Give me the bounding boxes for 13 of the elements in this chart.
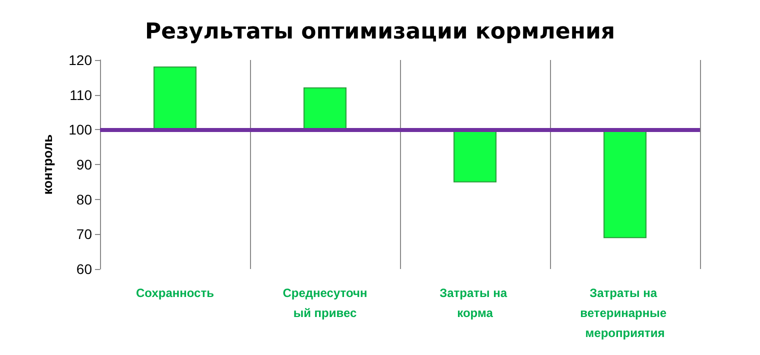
y-tick-label: 80 (76, 191, 92, 208)
y-tick-label: 100 (68, 122, 92, 138)
y-axis-title: контроль (40, 134, 55, 195)
chart-title: Результаты оптимизации кормления (145, 20, 615, 44)
y-tick-label: 120 (68, 52, 92, 68)
y-tick-label: 70 (76, 226, 92, 242)
y-tick-label: 90 (76, 156, 92, 172)
y-tick-label: 60 (76, 261, 92, 277)
y-tick-label: 110 (70, 86, 92, 103)
x-tick-label: Затраты на ветеринарные мероприятия (580, 286, 670, 340)
x-tick-label: Затраты на корма (440, 286, 510, 320)
x-tick-label: Сохранность (136, 286, 214, 300)
x-tick-label: Среднесуточный привес (282, 286, 368, 320)
